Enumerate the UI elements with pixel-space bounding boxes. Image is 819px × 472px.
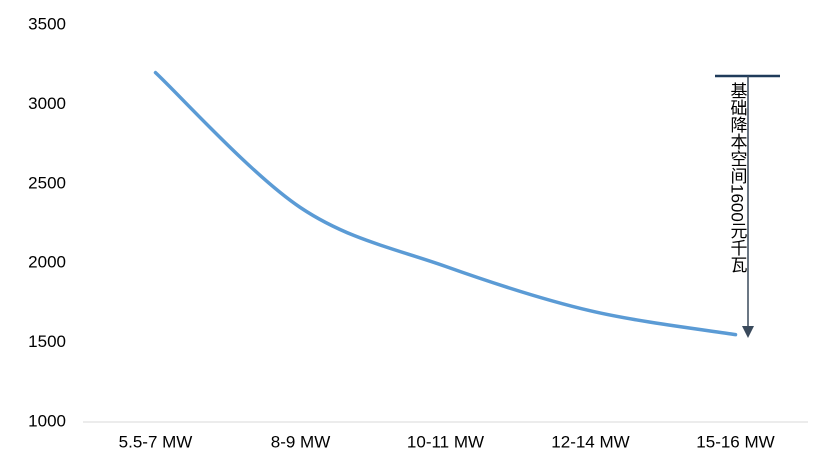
x-tick-label: 10-11 MW — [407, 432, 484, 451]
annotation: 基础降本空间1600元千瓦 — [728, 82, 748, 273]
x-tick-label: 15-16 MW — [696, 432, 774, 451]
y-tick-label: 2500 — [28, 173, 66, 192]
annotation-arrowhead — [742, 326, 754, 338]
x-tick-label: 5.5-7 MW — [119, 432, 193, 451]
y-tick-label: 3500 — [28, 14, 66, 33]
y-tick-label: 3000 — [28, 94, 66, 113]
line — [153, 70, 738, 337]
y-tick-label: 1500 — [28, 332, 66, 351]
x-tick-label: 8-9 MW — [271, 432, 331, 451]
x-tick-label: 12-14 MW — [551, 432, 629, 451]
y-tick-label: 2000 — [28, 253, 66, 272]
y-tick-label: 1000 — [28, 411, 66, 430]
